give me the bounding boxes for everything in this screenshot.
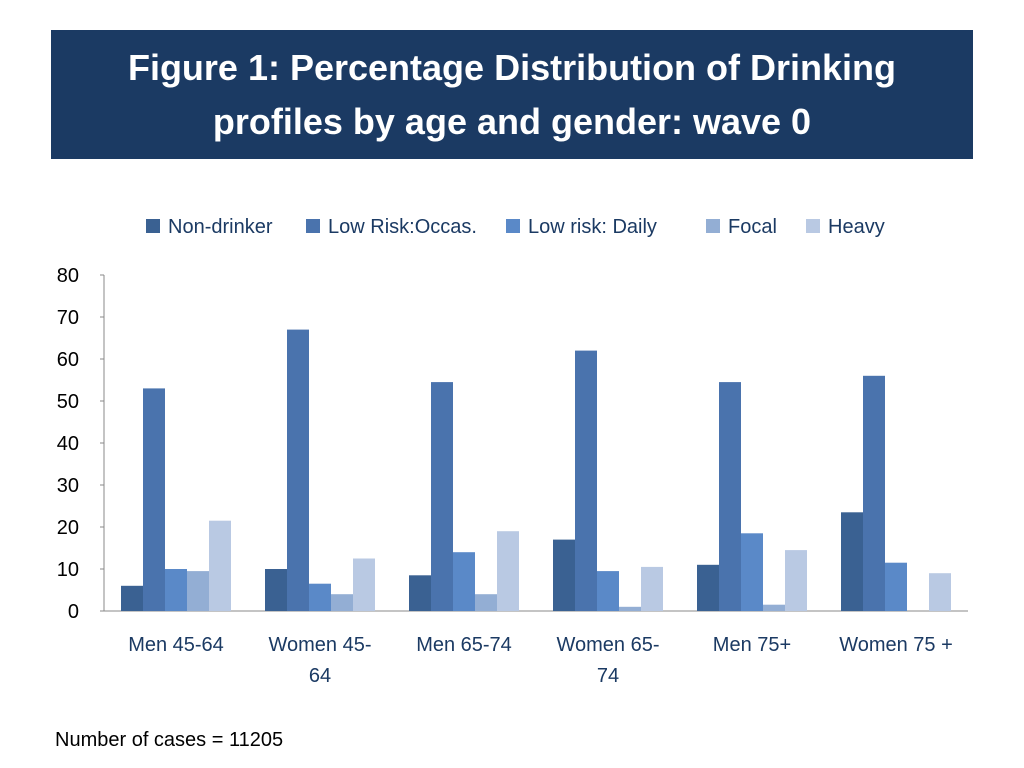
x-tick-label: 74 bbox=[597, 665, 619, 687]
bar bbox=[597, 571, 619, 611]
x-tick-label: Women 75 + bbox=[839, 634, 953, 656]
bar bbox=[453, 552, 475, 611]
legend-swatch bbox=[146, 219, 160, 233]
bar bbox=[885, 562, 907, 611]
bar bbox=[187, 571, 209, 611]
legend-swatch bbox=[506, 219, 520, 233]
y-tick-label: 70 bbox=[57, 307, 79, 329]
bar bbox=[697, 564, 719, 611]
bar bbox=[309, 583, 331, 611]
legend-label: Non-drinker bbox=[168, 216, 273, 238]
legend-swatch bbox=[806, 219, 820, 233]
x-tick-label: Women 45- bbox=[268, 634, 371, 656]
bar bbox=[575, 350, 597, 611]
legend-swatch bbox=[706, 219, 720, 233]
bar bbox=[431, 382, 453, 611]
bar bbox=[209, 520, 231, 611]
y-tick-label: 40 bbox=[57, 433, 79, 455]
bar bbox=[475, 594, 497, 611]
x-tick-label: Men 45-64 bbox=[128, 634, 224, 656]
bar bbox=[741, 533, 763, 611]
y-tick-label: 20 bbox=[57, 517, 79, 539]
slide-title: Figure 1: Percentage Distribution of Dri… bbox=[127, 46, 897, 142]
bar bbox=[641, 566, 663, 611]
bar bbox=[353, 558, 375, 611]
bar bbox=[785, 550, 807, 611]
legend-label: Focal bbox=[728, 216, 777, 238]
y-tick-label: 80 bbox=[57, 265, 79, 287]
bar bbox=[165, 569, 187, 611]
bar bbox=[929, 573, 951, 611]
legend-label: Heavy bbox=[828, 216, 885, 238]
bar bbox=[331, 594, 353, 611]
bar bbox=[619, 606, 641, 611]
y-tick-label: 60 bbox=[57, 349, 79, 371]
bar bbox=[553, 539, 575, 611]
bar bbox=[265, 569, 287, 611]
case-count-footnote: Number of cases = 11205 bbox=[55, 729, 284, 751]
y-tick-label: 50 bbox=[57, 391, 79, 413]
legend-swatch bbox=[306, 219, 320, 233]
y-tick-label: 10 bbox=[57, 559, 79, 581]
bar bbox=[409, 575, 431, 611]
bar bbox=[497, 531, 519, 611]
bar bbox=[287, 329, 309, 611]
bar bbox=[719, 382, 741, 611]
x-tick-label: 64 bbox=[309, 665, 331, 687]
bar bbox=[763, 604, 785, 611]
y-tick-label: 0 bbox=[68, 601, 79, 623]
bar bbox=[841, 512, 863, 611]
y-tick-label: 30 bbox=[57, 475, 79, 497]
x-tick-label: Women 65- bbox=[556, 634, 659, 656]
bar bbox=[121, 585, 143, 611]
legend-label: Low risk: Daily bbox=[528, 216, 657, 238]
x-tick-label: Men 65-74 bbox=[416, 634, 512, 656]
bar bbox=[143, 388, 165, 611]
legend-label: Low Risk:Occas. bbox=[328, 216, 477, 238]
x-tick-label: Men 75+ bbox=[713, 634, 791, 656]
bar bbox=[863, 375, 885, 611]
title-banner: Figure 1: Percentage Distribution of Dri… bbox=[51, 30, 973, 159]
